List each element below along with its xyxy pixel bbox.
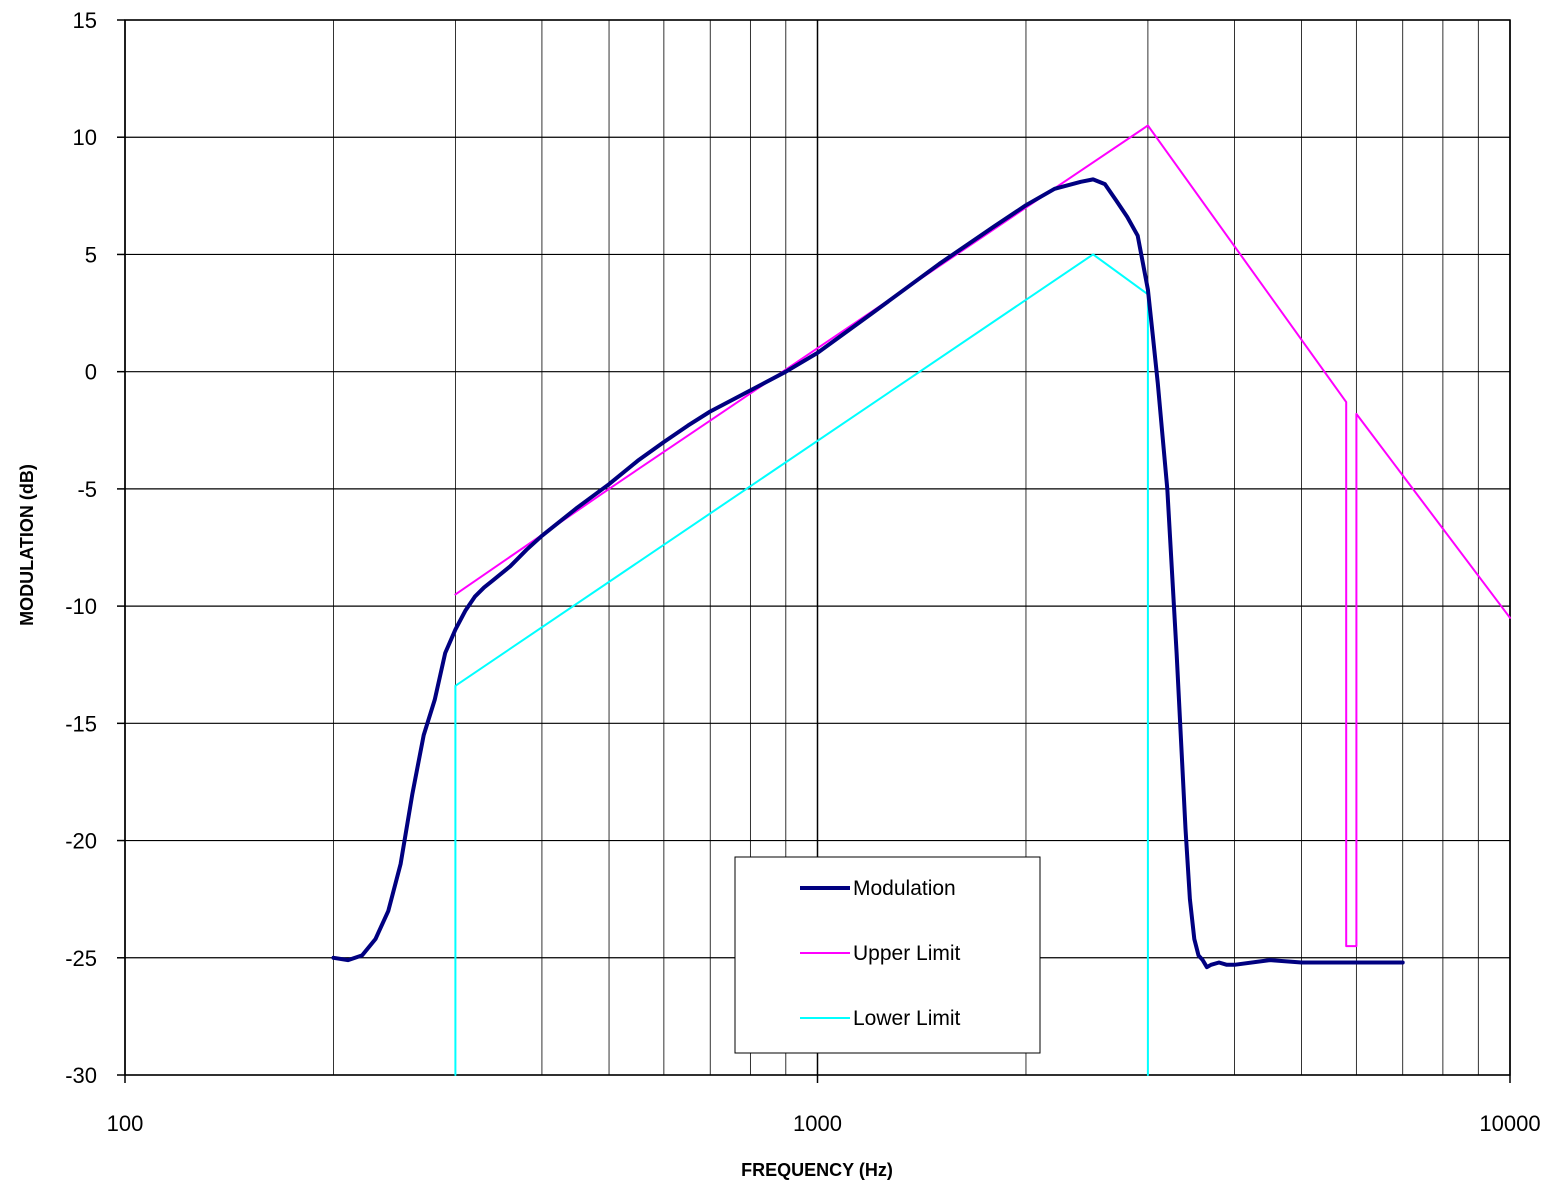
x-axis-title: FREQUENCY (Hz) — [741, 1160, 893, 1180]
x-axis-ticks: 100 1000 10000 — [107, 1075, 1541, 1136]
y-tick-label: -30 — [65, 1063, 97, 1088]
y-tick-label: 0 — [85, 360, 97, 385]
y-axis-ticks: 15 10 5 0 -5 -10 -15 -20 -25 -30 — [65, 8, 125, 1088]
series-line-upper-limit — [454, 124, 1511, 948]
y-tick-label: -25 — [65, 946, 97, 971]
y-tick-label: -10 — [65, 594, 97, 619]
legend-label-lower-limit: Lower Limit — [853, 1007, 961, 1030]
series-line-modulation — [331, 177, 1405, 970]
y-tick-label: 10 — [73, 125, 97, 150]
y-tick-label: -5 — [77, 477, 97, 502]
series-line-lower-limit — [454, 253, 1149, 1076]
legend-label-upper-limit: Upper Limit — [853, 942, 961, 965]
x-tick-label: 10000 — [1479, 1111, 1540, 1136]
y-tick-label: 5 — [85, 242, 97, 267]
y-tick-label: 15 — [73, 8, 97, 33]
y-tick-label: -15 — [65, 711, 97, 736]
x-tick-label: 1000 — [793, 1111, 842, 1136]
y-tick-label: -20 — [65, 829, 97, 854]
x-tick-label: 100 — [107, 1111, 144, 1136]
y-axis-title: MODULATION (dB) — [17, 464, 37, 626]
legend-label-modulation: Modulation — [853, 877, 956, 900]
legend: Modulation Upper Limit Lower Limit — [734, 856, 1041, 1054]
series-group — [331, 124, 1511, 1076]
legend-box — [734, 856, 1041, 1054]
